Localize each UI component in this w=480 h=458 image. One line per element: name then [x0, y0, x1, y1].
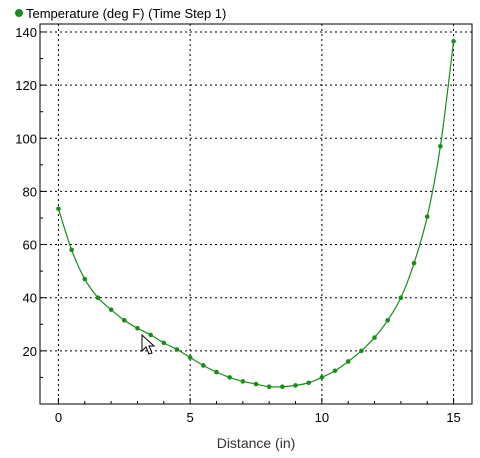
series-temperature [56, 38, 456, 390]
data-point [135, 325, 140, 331]
y-tick-label: 140 [15, 25, 37, 40]
y-tick-label: 60 [23, 238, 37, 253]
y-tick-label: 120 [15, 78, 37, 93]
legend-label: Temperature (deg F) (Time Step 1) [26, 6, 226, 21]
data-point [227, 375, 232, 380]
mouse-cursor-icon [141, 333, 156, 355]
y-tick-label: 20 [23, 344, 37, 359]
data-point [161, 340, 167, 346]
y-axis: 20 40 60 80 100 120 140 [15, 25, 46, 378]
x-tick-label: 5 [187, 410, 194, 425]
grid-lines [40, 24, 472, 404]
data-point [121, 317, 127, 323]
data-point [385, 317, 391, 323]
data-point [359, 348, 364, 354]
data-point [69, 247, 74, 253]
x-tick-label: 15 [446, 410, 460, 425]
data-point [424, 214, 430, 219]
x-tick-label: 0 [55, 410, 62, 425]
legend-marker [15, 9, 23, 17]
data-point [56, 206, 61, 211]
data-point [148, 332, 153, 338]
data-point [214, 369, 219, 375]
data-point [82, 276, 88, 282]
data-point [108, 307, 114, 312]
data-point [253, 381, 259, 387]
data-point [438, 143, 443, 149]
data-point [372, 335, 377, 340]
x-tick-label: 10 [315, 410, 329, 425]
legend: Temperature (deg F) (Time Step 1) [15, 6, 226, 21]
data-point [319, 375, 325, 380]
data-point [451, 38, 456, 44]
data-point [187, 355, 193, 360]
y-tick-label: 40 [23, 291, 37, 306]
data-point [280, 384, 285, 390]
y-tick-label: 100 [15, 131, 37, 146]
x-axis-label: Distance (in) [217, 435, 296, 451]
data-point [201, 363, 206, 368]
plot-area [39, 23, 473, 405]
data-point [411, 260, 417, 266]
data-point [345, 359, 351, 364]
data-point [398, 295, 404, 301]
data-point [240, 379, 246, 384]
data-point [266, 384, 272, 390]
data-point [293, 383, 298, 388]
data-point [95, 295, 101, 301]
data-point [332, 368, 338, 374]
y-tick-label: 80 [23, 184, 37, 199]
series-line [57, 41, 455, 388]
data-point [306, 380, 311, 386]
x-axis: 0 5 10 15 [55, 398, 461, 425]
data-point [174, 347, 180, 352]
